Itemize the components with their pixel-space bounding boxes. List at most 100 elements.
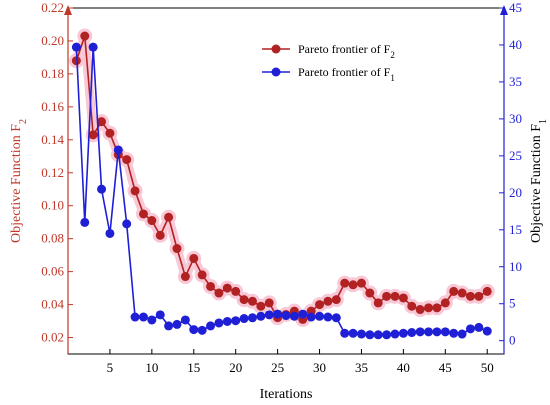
series-f1-point	[482, 326, 492, 336]
left-axis-tick-label: 0.18	[41, 66, 64, 81]
series-f1-point	[105, 228, 115, 238]
series-f2-point	[424, 303, 434, 313]
left-axis-tick-label: 0.06	[41, 264, 64, 279]
series-f2-point	[138, 209, 148, 219]
series-f1-point	[323, 312, 333, 322]
series-f2-point	[373, 298, 383, 308]
series-f1-point	[80, 217, 90, 227]
series-f2-point	[348, 280, 358, 290]
left-axis-tick-label: 0.22	[41, 0, 64, 15]
series-f2-point	[457, 288, 467, 298]
series-f2-point	[315, 300, 325, 310]
right-axis-tick-label: 10	[509, 259, 522, 274]
series-f2-point	[415, 305, 425, 315]
series-f1-point	[88, 42, 98, 52]
right-axis-tick-label: 45	[509, 0, 522, 15]
x-axis-tick-label: 20	[229, 360, 242, 375]
x-axis: 5 10 15 20 25 30 35 40 45 50	[107, 349, 494, 375]
left-axis-arrow	[64, 5, 72, 15]
right-axis-title-main: Objective Function F	[529, 124, 544, 243]
series-f2-point	[222, 283, 232, 293]
series-f2-point	[356, 278, 366, 288]
legend-label-f2-sub: 2	[390, 50, 395, 60]
series-f1-point	[415, 327, 425, 337]
left-axis-title: Objective Function F2	[9, 119, 29, 243]
series-f2-point	[97, 117, 107, 127]
left-axis-tick-label: 0.14	[41, 132, 64, 147]
series-f1-point	[247, 313, 257, 323]
series-f1-point	[474, 322, 484, 332]
right-axis-title-sub: 1	[538, 119, 549, 124]
series-f2-point	[180, 272, 190, 282]
series-f1-point	[289, 311, 299, 321]
series-f1-point	[449, 328, 459, 338]
series-f1-point	[189, 325, 199, 335]
series-f2-point	[130, 186, 140, 196]
series-f1-point	[432, 327, 442, 337]
series-f1-point	[315, 311, 325, 321]
x-axis-tick-label: 35	[355, 360, 368, 375]
legend-label-f1-sub: 1	[390, 73, 395, 83]
series-f2-point	[340, 278, 350, 288]
series-f2-point	[164, 212, 174, 222]
series-f1-point	[239, 314, 249, 324]
series-f1-point	[155, 310, 165, 320]
series-f1-point	[298, 309, 308, 319]
right-axis-tick-label: 0	[509, 333, 516, 348]
series-f2-point	[432, 303, 442, 313]
right-axis-title: Objective Function F1	[529, 119, 549, 243]
series-f1-point	[356, 329, 366, 339]
series-f1-point	[440, 327, 450, 337]
series-f2-point	[331, 295, 341, 305]
series-f1-point	[172, 319, 182, 329]
series-f2-point	[390, 291, 400, 301]
series-f1-point	[407, 328, 417, 338]
x-axis-title: Iterations	[260, 387, 313, 402]
svg-text:Pareto frontier of F1: Pareto frontier of F1	[298, 65, 395, 83]
series-f2-point	[256, 301, 266, 311]
series-f2-point	[147, 216, 157, 226]
left-axis-tick-label: 0.12	[41, 165, 64, 180]
series-f1-point	[256, 311, 266, 321]
series-f1-point	[264, 310, 274, 320]
series-f1-point	[197, 325, 207, 335]
x-axis-tick-label: 45	[439, 360, 452, 375]
x-axis-tick-label: 15	[187, 360, 200, 375]
series-f1-point	[348, 328, 358, 338]
legend-item-f1: Pareto frontier of F1	[262, 65, 395, 83]
series-f2-point	[88, 130, 98, 140]
series-f1-point	[331, 313, 341, 323]
series-f2-point	[264, 298, 274, 308]
series-f2-point	[105, 128, 115, 138]
right-y-axis: 0 5 10 15 20 25 30 35 40 45	[499, 0, 522, 354]
series-f1-point	[465, 324, 475, 334]
x-axis-tick-label: 5	[107, 360, 114, 375]
series-f2-point	[206, 281, 216, 291]
svg-text:Objective Function F2: Objective Function F2	[9, 119, 29, 243]
series-f2-point	[323, 296, 333, 306]
series-f1-point	[457, 329, 467, 339]
series-f2-point	[239, 295, 249, 305]
right-axis-tick-label: 35	[509, 74, 522, 89]
series-f2-point	[247, 296, 257, 306]
right-axis-tick-label: 40	[509, 37, 522, 52]
series-f1-point	[231, 316, 241, 326]
series-f2-point	[197, 270, 207, 280]
left-axis-tick-label: 0.10	[41, 198, 64, 213]
series-f2-point	[440, 298, 450, 308]
series-f1-point	[206, 321, 216, 331]
series-f1-point	[365, 330, 375, 340]
x-axis-tick-label: 10	[145, 360, 158, 375]
series-f2-point	[365, 288, 375, 298]
left-axis-tick-label: 0.08	[41, 231, 64, 246]
legend-marker-f2	[271, 44, 281, 54]
series-f2-line	[75, 35, 488, 321]
x-axis-tick-label: 40	[397, 360, 410, 375]
series-f1-point	[113, 145, 123, 155]
legend-label-f1: Pareto frontier of F	[298, 65, 391, 79]
series-f1-point	[222, 316, 232, 326]
left-axis-tick-label: 0.04	[41, 297, 64, 312]
series-f2-point	[449, 286, 459, 296]
series-f1-point	[180, 315, 190, 325]
